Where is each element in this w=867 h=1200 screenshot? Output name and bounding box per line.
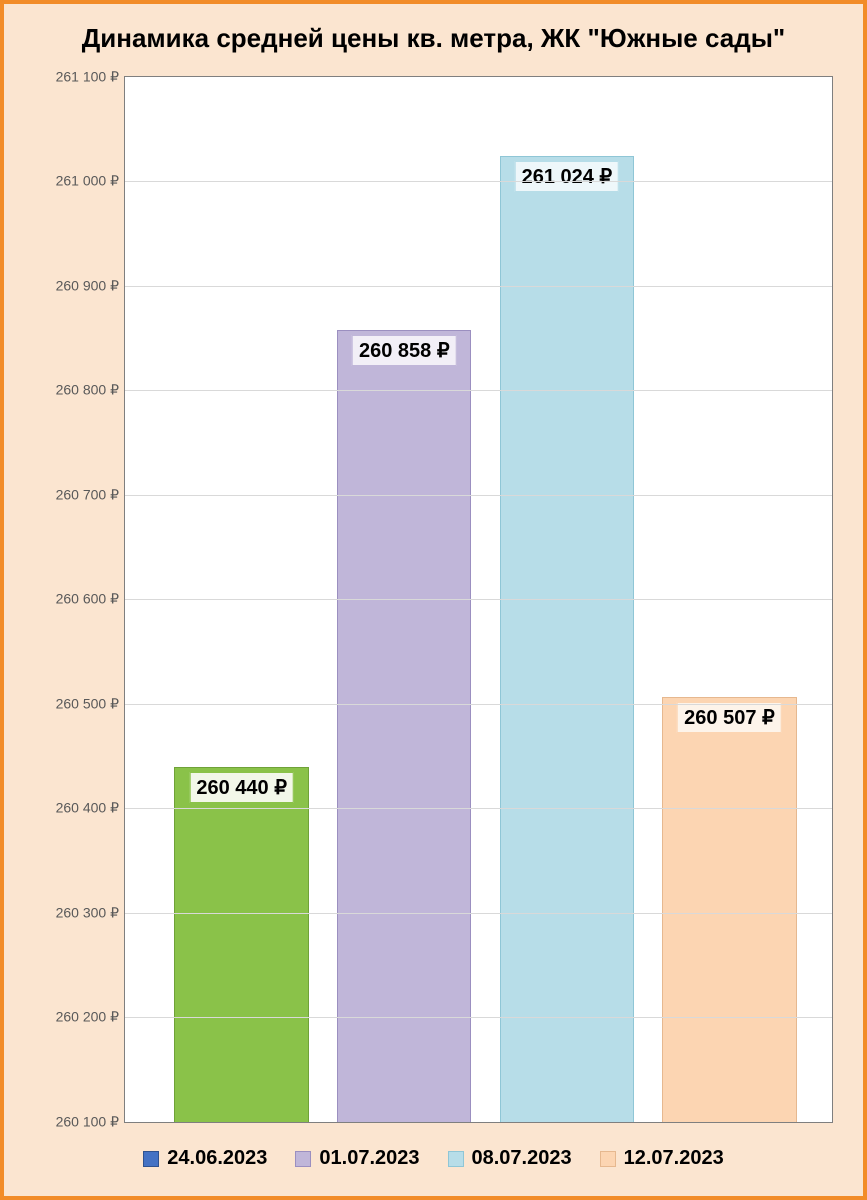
legend-label: 12.07.2023 — [624, 1147, 724, 1170]
y-axis-label: 260 700 ₽ — [56, 486, 119, 503]
legend-item: 12.07.2023 — [600, 1147, 724, 1170]
bar-value-label: 260 440 ₽ — [189, 772, 294, 803]
legend-swatch — [448, 1151, 464, 1167]
chart-container: Динамика средней цены кв. метра, ЖК "Южн… — [0, 0, 867, 1200]
gridline — [125, 913, 832, 914]
gridline — [125, 1017, 832, 1018]
y-axis-label: 260 300 ₽ — [56, 904, 119, 921]
plot-area: 260 440 ₽260 858 ₽261 024 ₽260 507 ₽ 260… — [124, 76, 833, 1123]
legend-swatch — [143, 1151, 159, 1167]
chart-title: Динамика средней цены кв. метра, ЖК "Южн… — [4, 4, 863, 66]
legend: 24.06.2023 01.07.2023 08.07.2023 12.07.2023 — [4, 1123, 863, 1196]
bar: 260 858 ₽ — [337, 330, 471, 1122]
legend-label: 24.06.2023 — [167, 1147, 267, 1170]
gridline — [125, 286, 832, 287]
legend-item: 08.07.2023 — [448, 1147, 572, 1170]
y-axis-label: 260 100 ₽ — [56, 1114, 119, 1131]
gridline — [125, 181, 832, 182]
y-axis-label: 260 500 ₽ — [56, 695, 119, 712]
bar: 260 507 ₽ — [662, 697, 796, 1122]
legend-item: 24.06.2023 — [143, 1147, 267, 1170]
y-axis-label: 260 200 ₽ — [56, 1009, 119, 1026]
gridline — [125, 599, 832, 600]
y-axis-label: 260 900 ₽ — [56, 277, 119, 294]
legend-swatch — [295, 1151, 311, 1167]
gridline — [125, 495, 832, 496]
y-axis-label: 260 400 ₽ — [56, 800, 119, 817]
bar-value-label: 260 507 ₽ — [677, 702, 782, 733]
bar-value-label: 261 024 ₽ — [515, 161, 620, 192]
y-axis-label: 260 600 ₽ — [56, 591, 119, 608]
bar-value-label: 260 858 ₽ — [352, 335, 457, 366]
bar: 261 024 ₽ — [500, 156, 634, 1122]
y-axis-label: 260 800 ₽ — [56, 382, 119, 399]
legend-swatch — [600, 1151, 616, 1167]
gridline — [125, 808, 832, 809]
bar: 260 440 ₽ — [174, 767, 308, 1122]
legend-label: 01.07.2023 — [319, 1147, 419, 1170]
gridline — [125, 704, 832, 705]
legend-item: 01.07.2023 — [295, 1147, 419, 1170]
legend-label: 08.07.2023 — [472, 1147, 572, 1170]
y-axis-label: 261 100 ₽ — [56, 68, 119, 85]
y-axis-label: 261 000 ₽ — [56, 173, 119, 190]
gridline — [125, 390, 832, 391]
